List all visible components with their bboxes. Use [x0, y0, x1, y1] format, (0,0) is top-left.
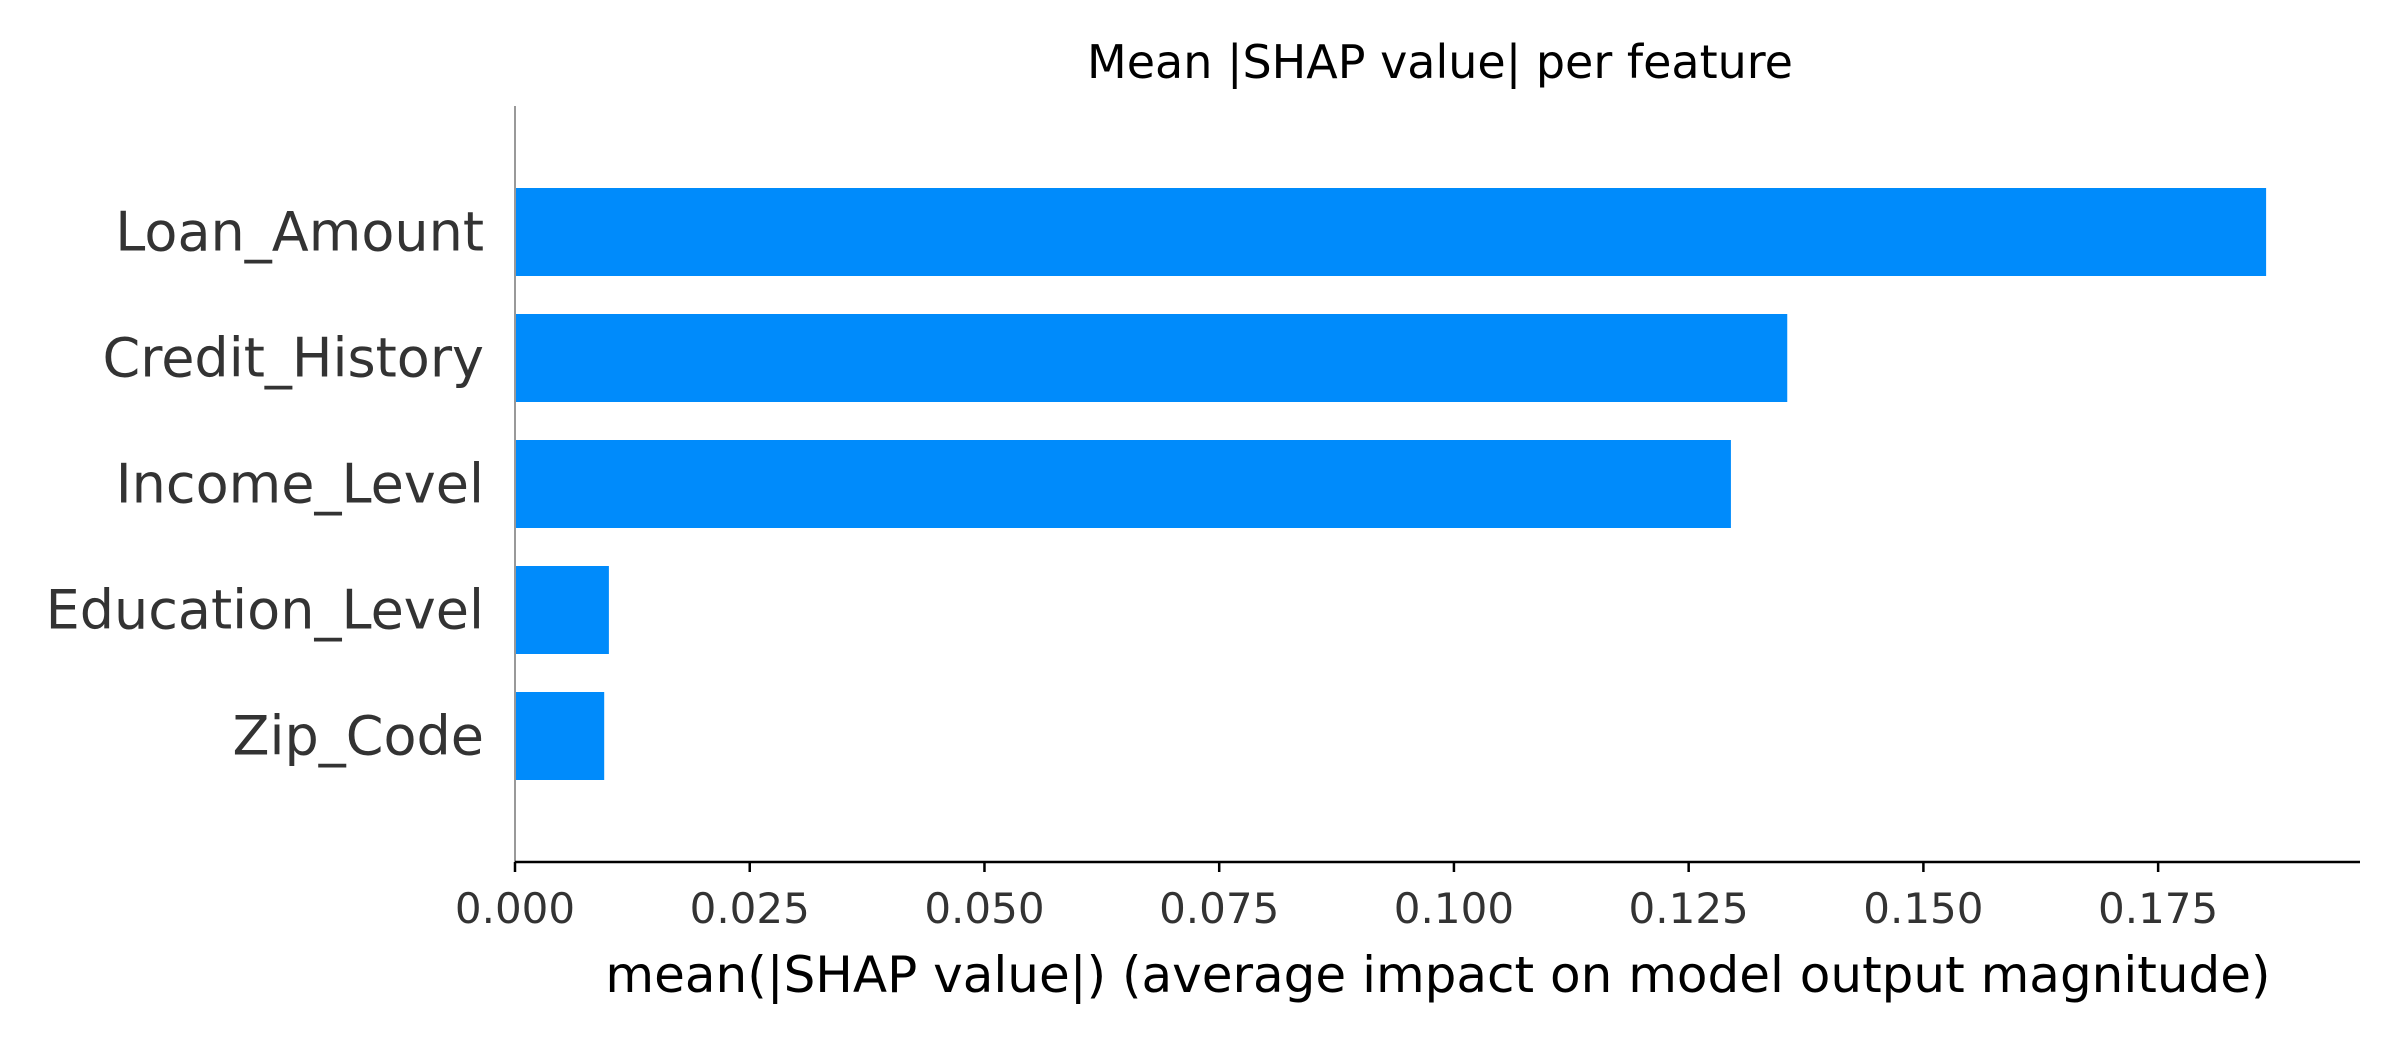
- x-tick-label: 0.050: [924, 884, 1044, 933]
- x-tick-label: 0.175: [2098, 884, 2218, 933]
- x-tick-label: 0.025: [690, 884, 810, 933]
- x-tick-label: 0.125: [1629, 884, 1749, 933]
- bar-credit-history: [515, 314, 1788, 402]
- x-ticks-group: 0.000 0.025 0.050 0.075 0.100 0.125 0.150 0.175: [455, 862, 2218, 933]
- x-tick-label: 0.100: [1394, 884, 1514, 933]
- bar-education-level: [515, 566, 609, 654]
- bar-income-level: [515, 440, 1731, 528]
- bar-zip-code: [515, 692, 605, 780]
- feature-label-education-level: Education_Level: [46, 579, 484, 642]
- feature-labels-group: Loan_Amount Credit_History Income_Level Edu…: [46, 201, 484, 768]
- feature-label-income-level: Income_Level: [116, 453, 484, 516]
- x-tick-label: 0.075: [1159, 884, 1279, 933]
- feature-label-zip-code: Zip_Code: [232, 705, 484, 768]
- x-tick-label: 0.150: [1863, 884, 1983, 933]
- feature-label-loan-amount: Loan_Amount: [115, 201, 484, 264]
- feature-label-credit-history: Credit_History: [102, 327, 484, 390]
- chart-title: Mean |SHAP value| per feature: [1087, 35, 1793, 90]
- x-axis-title: mean(|SHAP value|) (average impact on mo…: [605, 946, 2270, 1004]
- bars-group: [515, 188, 2267, 780]
- x-tick-label: 0.000: [455, 884, 575, 933]
- bar-loan-amount: [515, 188, 2267, 276]
